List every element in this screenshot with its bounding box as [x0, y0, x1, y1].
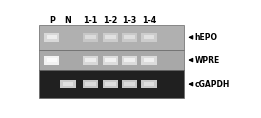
- Bar: [124, 58, 135, 62]
- Bar: [83, 33, 98, 42]
- Bar: [39, 25, 184, 50]
- Bar: [105, 58, 116, 62]
- Bar: [44, 55, 60, 65]
- Bar: [83, 55, 98, 65]
- Text: 1-2: 1-2: [103, 16, 118, 25]
- Text: WPRE: WPRE: [194, 56, 220, 65]
- Text: 1-4: 1-4: [142, 16, 156, 25]
- Bar: [85, 35, 96, 39]
- Text: 1-3: 1-3: [123, 16, 137, 25]
- Bar: [83, 80, 98, 88]
- Bar: [144, 35, 154, 39]
- Bar: [63, 82, 73, 86]
- Bar: [141, 33, 157, 42]
- Bar: [144, 82, 154, 86]
- Text: 1-1: 1-1: [83, 16, 97, 25]
- Bar: [61, 80, 76, 88]
- Bar: [122, 55, 137, 65]
- Bar: [85, 58, 96, 62]
- Bar: [85, 82, 96, 86]
- Text: hEPO: hEPO: [194, 33, 217, 42]
- Text: P: P: [49, 16, 55, 25]
- Bar: [103, 33, 118, 42]
- Bar: [103, 80, 118, 88]
- Bar: [44, 33, 60, 42]
- Bar: [144, 58, 154, 62]
- Bar: [103, 55, 118, 65]
- Text: cGAPDH: cGAPDH: [194, 80, 230, 89]
- Bar: [39, 70, 184, 98]
- Bar: [122, 33, 137, 42]
- Text: N: N: [65, 16, 72, 25]
- Bar: [105, 82, 116, 86]
- Bar: [122, 80, 137, 88]
- Bar: [105, 35, 116, 39]
- Bar: [46, 35, 57, 39]
- Bar: [141, 55, 157, 65]
- Bar: [39, 50, 184, 70]
- Bar: [124, 82, 135, 86]
- Bar: [141, 80, 157, 88]
- Bar: [46, 58, 57, 62]
- Bar: [124, 35, 135, 39]
